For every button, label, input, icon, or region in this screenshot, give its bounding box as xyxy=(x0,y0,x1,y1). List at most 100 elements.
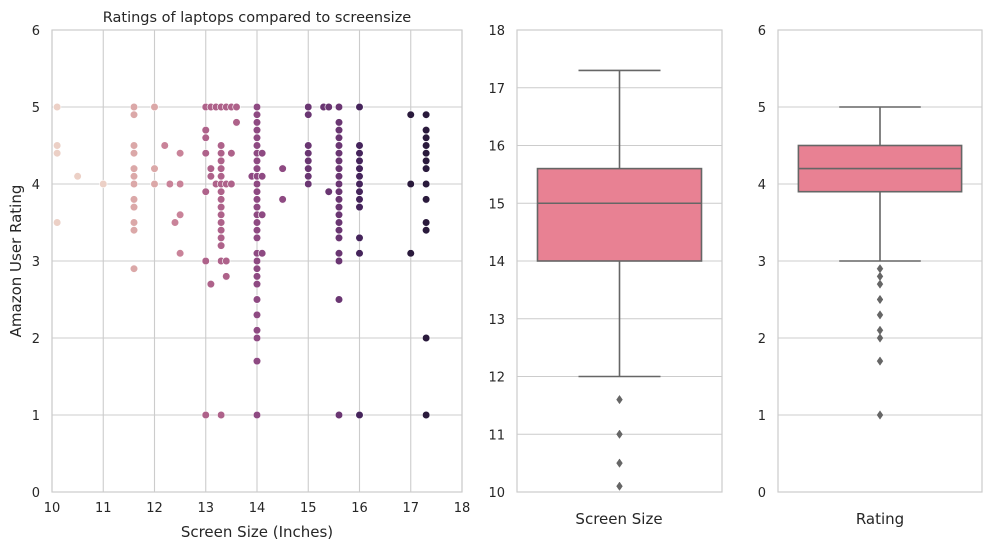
rating-box xyxy=(797,106,963,420)
scatter-point xyxy=(170,218,180,227)
scatter-point xyxy=(129,226,139,235)
scatter-point xyxy=(99,179,108,189)
scatter-point xyxy=(355,187,364,196)
scatter-point xyxy=(334,118,344,127)
scatter-point xyxy=(422,179,431,189)
scatter-point xyxy=(422,195,431,204)
y-tick-label: 11 xyxy=(488,428,505,443)
scatter-point xyxy=(201,149,210,158)
y-tick-label: 0 xyxy=(758,486,766,501)
scatter-point xyxy=(278,195,287,204)
scatter-point xyxy=(252,326,262,335)
scatter-point xyxy=(252,118,262,127)
outlier-marker xyxy=(876,356,884,366)
scatter-point xyxy=(422,141,431,150)
scatter-point xyxy=(304,110,313,119)
scatter-point xyxy=(334,187,344,196)
scatter-point xyxy=(165,179,174,189)
outlier-marker xyxy=(876,310,884,320)
outlier-marker xyxy=(616,429,623,439)
y-tick-label: 6 xyxy=(32,24,40,39)
scatter-point xyxy=(252,110,262,119)
scatter-point xyxy=(217,195,226,204)
y-tick-label: 2 xyxy=(32,332,40,347)
scatter-point xyxy=(334,410,344,420)
y-tick-label: 1 xyxy=(758,409,766,424)
scatter-point xyxy=(252,203,262,212)
scatter-point xyxy=(334,102,344,112)
scatter-point xyxy=(129,179,139,189)
scatter-point xyxy=(252,195,262,204)
scatter-point xyxy=(176,210,185,219)
scatter-point xyxy=(201,410,210,420)
scatter-point xyxy=(355,172,364,181)
scatter-point xyxy=(422,156,431,165)
scatter-point xyxy=(334,156,344,165)
y-tick-label: 0 xyxy=(32,486,40,501)
scatter-point xyxy=(406,249,415,258)
scatter-point xyxy=(422,133,431,142)
y-tick-label: 18 xyxy=(488,24,505,39)
scatter-point xyxy=(201,187,210,196)
scatter-point xyxy=(334,233,344,242)
y-tick-label: 17 xyxy=(488,82,505,97)
scatter-point xyxy=(278,164,287,173)
outlier-marker xyxy=(876,333,884,343)
scatter-title: Ratings of laptops compared to screensiz… xyxy=(103,10,412,26)
scatter-point xyxy=(53,149,62,158)
x-tick-label: 10 xyxy=(44,501,61,516)
y-tick-label: 13 xyxy=(488,313,505,328)
scatter-point xyxy=(304,102,313,112)
x-tick-label: 18 xyxy=(454,501,471,516)
scatter-point xyxy=(217,156,226,165)
screen-size-boxplot-panel: 10 11 12 13 14 15 16 17 18 Screen Size xyxy=(488,24,723,528)
x-tick-label: 11 xyxy=(95,501,112,516)
scatter-point xyxy=(206,172,215,181)
scatter-point xyxy=(217,164,226,173)
scatter-point xyxy=(334,295,344,304)
y-tick-label: 2 xyxy=(758,332,766,347)
scatter-point xyxy=(334,210,344,219)
scatter-y-ticks: 0 1 2 3 4 5 6 xyxy=(32,24,40,501)
scatter-point xyxy=(252,280,262,289)
scatter-point xyxy=(217,172,226,181)
scatter-point xyxy=(334,203,344,212)
scatter-point xyxy=(217,141,226,150)
scatter-point xyxy=(406,179,415,189)
scatter-point xyxy=(252,233,262,242)
screen-size-y-ticks: 10 11 12 13 14 15 16 17 18 xyxy=(488,24,505,501)
scatter-point xyxy=(334,149,344,158)
scatter-point xyxy=(304,179,313,189)
scatter-point xyxy=(258,172,267,181)
scatter-point xyxy=(334,172,344,181)
scatter-point xyxy=(355,179,364,189)
scatter-point xyxy=(129,172,139,181)
scatter-point xyxy=(217,203,226,212)
screen-size-x-label: Screen Size xyxy=(575,510,662,528)
scatter-point xyxy=(324,102,333,112)
scatter-point xyxy=(252,410,262,420)
scatter-point xyxy=(304,141,313,150)
y-tick-label: 4 xyxy=(32,178,40,193)
scatter-point xyxy=(334,164,344,173)
scatter-point xyxy=(129,102,139,112)
y-tick-label: 14 xyxy=(488,255,505,270)
outlier-marker xyxy=(616,394,623,405)
scatter-x-ticks: 10 11 12 13 14 15 16 17 18 xyxy=(44,501,471,516)
scatter-point xyxy=(53,218,62,227)
scatter-point xyxy=(324,187,333,196)
scatter-points xyxy=(53,102,431,420)
scatter-point xyxy=(258,249,267,258)
scatter-point xyxy=(217,149,226,158)
scatter-point xyxy=(334,218,344,227)
scatter-point xyxy=(232,118,241,127)
scatter-point xyxy=(422,110,431,119)
scatter-point xyxy=(258,210,267,219)
x-tick-label: 14 xyxy=(249,501,266,516)
scatter-point xyxy=(334,141,344,150)
scatter-point xyxy=(422,126,431,135)
scatter-point xyxy=(129,164,139,173)
scatter-point xyxy=(252,179,262,189)
scatter-point xyxy=(201,256,210,266)
